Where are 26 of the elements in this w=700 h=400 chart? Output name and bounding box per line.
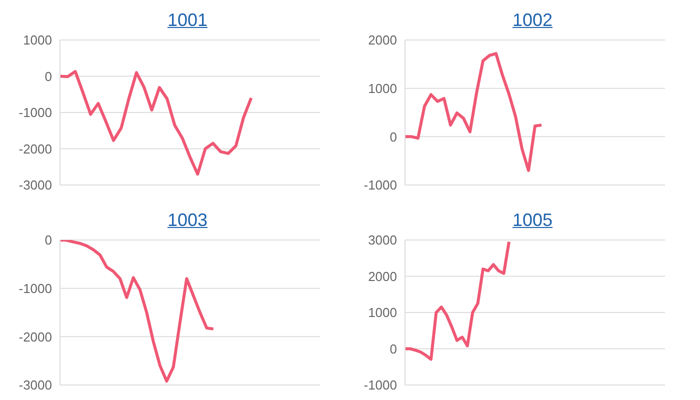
y-tick-label: 2000 (368, 268, 397, 284)
line-series (58, 240, 215, 383)
y-tick-label: 1000 (368, 305, 397, 320)
line-series (404, 52, 543, 172)
y-tick-label: 1000 (368, 80, 397, 96)
y-tick-label: -3000 (18, 378, 52, 393)
chart-title: 1005 (511, 209, 554, 230)
y-tick-label: -3000 (18, 178, 52, 193)
y-tick-label: -1000 (18, 105, 52, 120)
y-tick-label: 1000 (23, 32, 52, 48)
y-tick-label: -1000 (364, 378, 397, 393)
y-tick-label: 0 (44, 68, 52, 84)
line-series (404, 240, 510, 361)
y-tick-label: 0 (390, 341, 397, 356)
y-tick-label: 3000 (368, 232, 397, 248)
y-tick-label: -1000 (364, 178, 397, 193)
y-tick-label: 2000 (368, 32, 397, 48)
y-tick-label: -1000 (18, 280, 52, 296)
chart-title: 1003 (166, 209, 209, 230)
y-tick-label: 0 (44, 232, 52, 248)
line-series (58, 70, 253, 176)
y-tick-label: -2000 (18, 141, 52, 156)
chart-title: 1001 (166, 9, 209, 30)
y-tick-label: 0 (390, 129, 397, 144)
chart-title: 1002 (511, 9, 554, 30)
y-tick-label: -2000 (18, 329, 52, 344)
